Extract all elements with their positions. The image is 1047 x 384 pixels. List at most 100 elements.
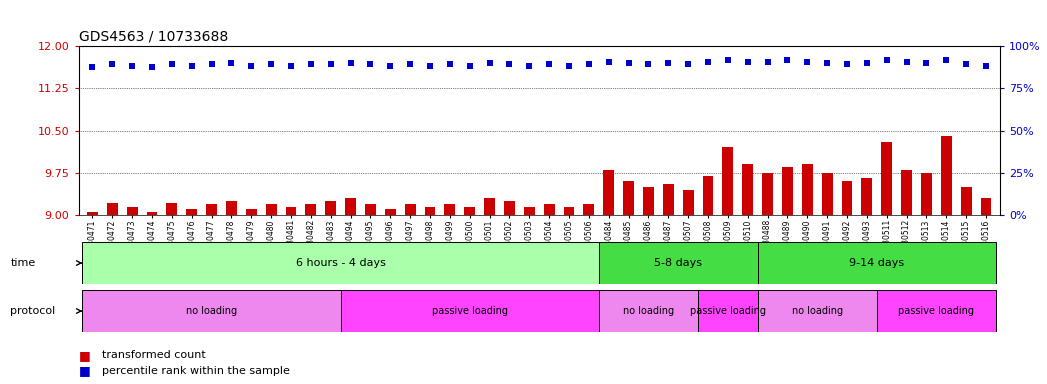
Point [104,61,120,67]
Point [878,57,895,63]
Text: passive loading: passive loading [431,306,508,316]
Bar [286,207,296,215]
Bar [464,207,475,215]
Bar [742,164,753,215]
Point [203,61,220,67]
Bar [663,184,673,215]
Bar [703,175,713,215]
Point [442,61,459,67]
Bar [346,198,356,215]
Bar [444,204,455,215]
Text: no loading: no loading [186,306,237,316]
Point [303,61,319,67]
Bar [882,142,892,215]
Point [124,63,140,69]
Point [462,63,478,69]
Bar [186,209,197,215]
Bar [842,181,852,215]
Bar [340,290,599,332]
Bar [599,290,698,332]
Point [223,60,240,66]
Bar [981,198,992,215]
Bar [83,290,340,332]
Point [719,57,736,63]
Bar [385,209,396,215]
Bar [147,212,157,215]
Bar [961,187,972,215]
Point [799,59,816,65]
Bar [107,203,117,215]
Bar [306,204,316,215]
Point [779,57,796,63]
Text: ■: ■ [79,364,94,377]
Point [978,63,995,69]
Bar [226,201,237,215]
Bar [599,242,758,284]
Bar [326,201,336,215]
Bar [563,207,575,215]
Bar [206,204,217,215]
Point [560,63,577,69]
Point [640,61,656,67]
Text: GDS4563 / 10733688: GDS4563 / 10733688 [79,30,228,43]
Bar [876,290,996,332]
Bar [504,201,515,215]
Point [502,61,518,67]
Point [362,61,379,67]
Point [143,65,160,71]
Point [699,59,716,65]
Bar [246,209,257,215]
Bar [266,204,276,215]
Text: protocol: protocol [10,306,55,316]
Point [600,59,617,65]
Point [540,61,557,67]
Point [660,60,676,66]
Bar [623,181,634,215]
Point [382,63,399,69]
Text: no loading: no loading [792,306,843,316]
Bar [822,173,832,215]
Text: no loading: no loading [623,306,674,316]
Point [322,61,339,67]
Point [342,60,359,66]
Point [859,60,875,66]
Point [918,60,935,66]
Bar [424,207,436,215]
Point [759,59,776,65]
Point [580,61,597,67]
Point [402,61,419,67]
Bar [698,290,758,332]
Text: time: time [10,258,36,268]
Point [819,60,836,66]
Bar [603,170,615,215]
Bar [683,190,693,215]
Point [84,65,101,71]
Bar [921,173,932,215]
Bar [782,167,793,215]
Point [183,63,200,69]
Text: 5-8 days: 5-8 days [654,258,703,268]
Point [482,60,498,66]
Text: passive loading: passive loading [898,306,975,316]
Point [620,60,637,66]
Point [839,61,855,67]
Bar [524,207,535,215]
Bar [583,204,595,215]
Point [243,63,260,69]
Point [898,59,915,65]
Bar [365,204,376,215]
Text: ■: ■ [79,349,94,362]
Text: passive loading: passive loading [690,306,765,316]
Bar [758,290,876,332]
Bar [901,170,912,215]
Text: transformed count: transformed count [102,350,205,360]
Bar [862,179,872,215]
Bar [758,242,996,284]
Bar [484,198,495,215]
Bar [762,173,773,215]
Point [739,59,756,65]
Text: 6 hours - 4 days: 6 hours - 4 days [295,258,385,268]
Point [958,61,975,67]
Bar [722,147,733,215]
Bar [543,204,555,215]
